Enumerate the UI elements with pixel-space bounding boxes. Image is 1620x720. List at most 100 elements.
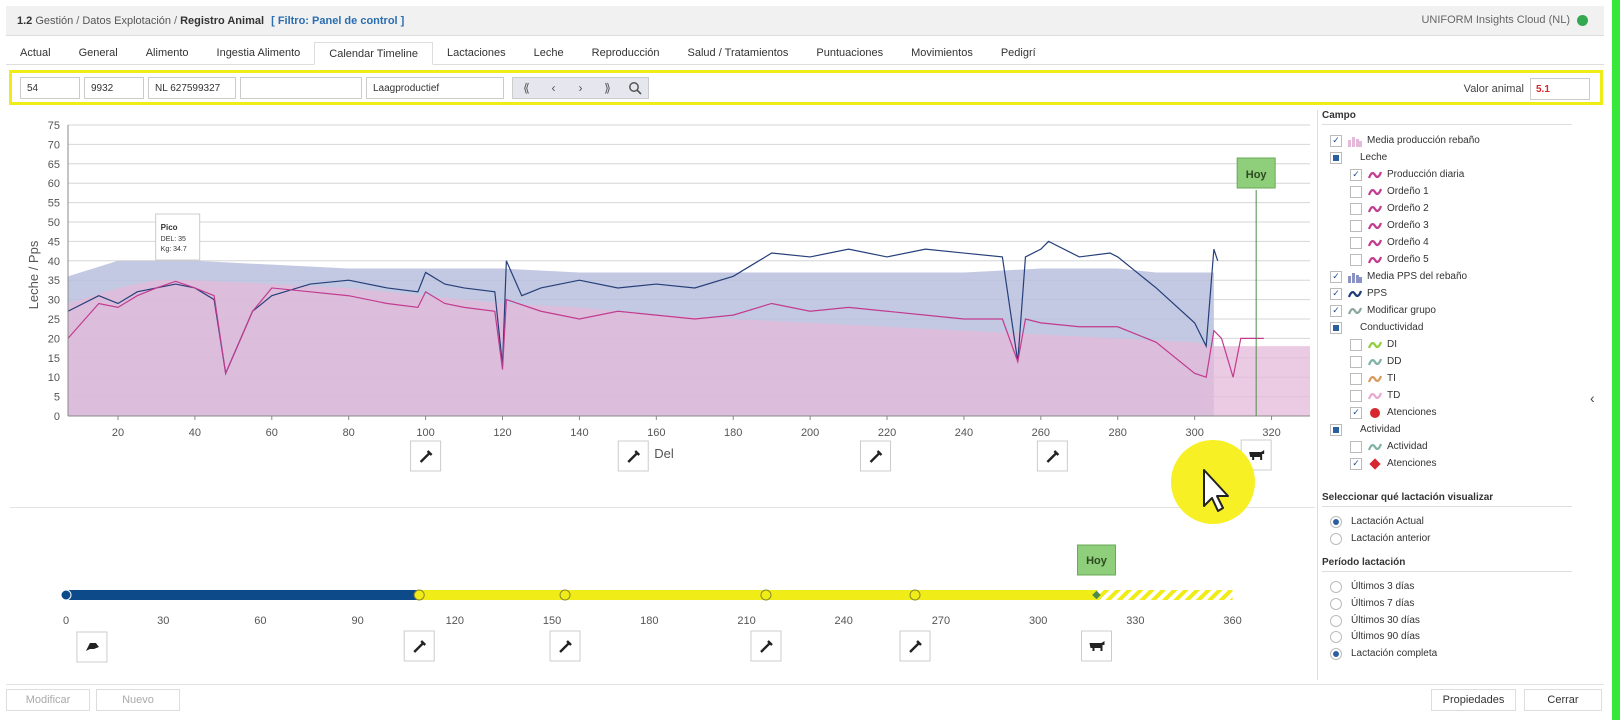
tab-general[interactable]: General <box>78 47 118 59</box>
tab-pedigri[interactable]: Pedigrí <box>1000 47 1036 59</box>
legend-item[interactable]: ✓ Atenciones <box>1350 455 1436 472</box>
legend-item[interactable]: ✓ Atenciones <box>1350 404 1436 421</box>
tab-puntuaciones[interactable]: Puntuaciones <box>816 47 884 59</box>
legend-item[interactable]: Actividad <box>1330 421 1401 438</box>
radio-lactacion-actual[interactable]: Lactación Actual <box>1330 513 1424 530</box>
legend-item[interactable]: Ordeño 3 <box>1350 217 1429 234</box>
legend-checkbox[interactable]: ✓ <box>1350 457 1362 470</box>
legend-checkbox[interactable] <box>1350 185 1362 198</box>
legend-label: DI <box>1387 339 1397 350</box>
legend-checkbox[interactable] <box>1350 372 1362 385</box>
cow-icon <box>1249 450 1265 460</box>
legend-item[interactable]: Conductividad <box>1330 319 1423 336</box>
collapse-panel-icon[interactable]: ‹ <box>1590 390 1595 406</box>
syringe-icon <box>1046 450 1060 463</box>
legend-item[interactable]: TD <box>1350 387 1400 404</box>
tab-leche[interactable]: Leche <box>533 47 564 59</box>
radio-lactacion-anterior[interactable]: Lactación anterior <box>1330 530 1431 547</box>
nuevo-button[interactable]: Nuevo <box>96 689 180 711</box>
legend-checkbox[interactable] <box>1350 202 1362 215</box>
breadcrumb-path-2[interactable]: Datos Explotación <box>82 14 172 27</box>
radio-button[interactable] <box>1330 532 1342 545</box>
tab-calendar-timeline[interactable]: Calendar Timeline <box>314 42 433 65</box>
animal-name-field[interactable] <box>240 76 362 99</box>
window-edge <box>1612 0 1620 720</box>
previous-animal-button[interactable]: ‹ <box>551 80 556 95</box>
next-animal-button[interactable]: › <box>578 80 583 95</box>
app-status: UNIFORM Insights Cloud (NL) <box>1421 14 1588 26</box>
radio-ultimos-3[interactable]: Últimos 3 días <box>1330 578 1414 595</box>
tab-alimento[interactable]: Alimento <box>145 47 189 59</box>
animal-group-field[interactable]: Laagproductief <box>366 76 504 99</box>
legend-checkbox[interactable] <box>1330 423 1342 436</box>
tab-salud[interactable]: Salud / Tratamientos <box>687 47 789 59</box>
radio-label: Lactación Actual <box>1351 516 1424 527</box>
modificar-button[interactable]: Modificar <box>6 689 90 711</box>
animal-toolbar: 54 9932 NL 627599327 Laagproductief ⟪ ‹ … <box>9 70 1603 105</box>
legend-checkbox[interactable]: ✓ <box>1350 168 1362 181</box>
legend-item[interactable]: ✓ PPS <box>1330 285 1387 302</box>
legend-item[interactable]: Actividad <box>1350 438 1428 455</box>
radio-ultimos-7[interactable]: Últimos 7 días <box>1330 595 1414 612</box>
legend-item[interactable]: DD <box>1350 353 1401 370</box>
radio-button[interactable] <box>1330 647 1342 660</box>
legend-item[interactable]: Leche <box>1330 149 1387 166</box>
propiedades-button[interactable]: Propiedades <box>1431 689 1516 711</box>
legend-checkbox[interactable]: ✓ <box>1330 270 1342 283</box>
tab-movimientos[interactable]: Movimientos <box>911 47 973 59</box>
wave-pink-icon <box>1367 237 1383 249</box>
legend-checkbox[interactable]: ✓ <box>1330 304 1342 317</box>
tab-reproduccion[interactable]: Reproducción <box>591 47 660 59</box>
legend-item[interactable]: TI <box>1350 370 1396 387</box>
legend-checkbox[interactable] <box>1330 151 1342 164</box>
radio-button[interactable] <box>1330 614 1342 627</box>
legend-item[interactable]: Ordeño 2 <box>1350 200 1429 217</box>
radio-lactacion-completa[interactable]: Lactación completa <box>1330 645 1437 662</box>
tab-actual[interactable]: Actual <box>20 47 51 59</box>
search-button[interactable] <box>621 78 648 98</box>
legend-checkbox[interactable] <box>1350 253 1362 266</box>
legend-checkbox[interactable] <box>1330 321 1342 334</box>
legend-checkbox[interactable]: ✓ <box>1330 134 1342 147</box>
x-tick-label: 20 <box>112 427 124 439</box>
legend-item[interactable]: ✓ Media PPS del rebaño <box>1330 268 1467 285</box>
filter-label[interactable]: [ Filtro: Panel de control ] <box>271 14 405 27</box>
animal-id-field[interactable]: 9932 <box>84 76 144 99</box>
radio-button[interactable] <box>1330 580 1342 593</box>
last-animal-button[interactable]: ⟫ <box>604 80 611 95</box>
y-tick-label: 70 <box>48 139 60 151</box>
legend-checkbox[interactable]: ✓ <box>1330 287 1342 300</box>
legend-item[interactable]: Ordeño 1 <box>1350 183 1429 200</box>
legend-checkbox[interactable] <box>1350 440 1362 453</box>
radio-button[interactable] <box>1330 630 1342 643</box>
valor-animal: Valor animal 5.1 <box>1464 78 1590 100</box>
legend-checkbox[interactable] <box>1350 389 1362 402</box>
legend-checkbox[interactable] <box>1350 355 1362 368</box>
first-animal-button[interactable]: ⟪ <box>523 80 530 95</box>
radio-ultimos-90[interactable]: Últimos 90 días <box>1330 628 1420 645</box>
cerrar-button[interactable]: Cerrar <box>1524 689 1602 711</box>
legend-checkbox[interactable] <box>1350 236 1362 249</box>
animal-life-number-field[interactable]: NL 627599327 <box>148 76 236 99</box>
legend-item[interactable]: ✓ Modificar grupo <box>1330 302 1436 319</box>
legend-checkbox[interactable] <box>1350 338 1362 351</box>
legend-checkbox[interactable] <box>1350 219 1362 232</box>
field-panel: Campo <box>1322 110 1572 125</box>
cow-event-box <box>1080 630 1112 662</box>
radio-button[interactable] <box>1330 515 1342 528</box>
tab-lactaciones[interactable]: Lactaciones <box>446 47 506 59</box>
x-tick-label: 60 <box>266 427 278 439</box>
breadcrumb-path-1[interactable]: Gestión <box>35 14 74 27</box>
legend-item[interactable]: Ordeño 4 <box>1350 234 1429 251</box>
legend-item[interactable]: Ordeño 5 <box>1350 251 1429 268</box>
radio-ultimos-30[interactable]: Últimos 30 días <box>1330 612 1420 629</box>
radio-button[interactable] <box>1330 597 1342 610</box>
animal-number-field[interactable]: 54 <box>20 76 80 99</box>
legend-item[interactable]: DI <box>1350 336 1397 353</box>
legend-checkbox[interactable]: ✓ <box>1350 406 1362 419</box>
legend-item[interactable]: ✓ Media producción rebaño <box>1330 132 1480 149</box>
legend-label: Ordeño 5 <box>1387 254 1429 265</box>
syringe-icon <box>760 640 773 653</box>
legend-item[interactable]: ✓ Producción diaria <box>1350 166 1464 183</box>
tab-ingestia-alimento[interactable]: Ingestia Alimento <box>216 47 301 59</box>
